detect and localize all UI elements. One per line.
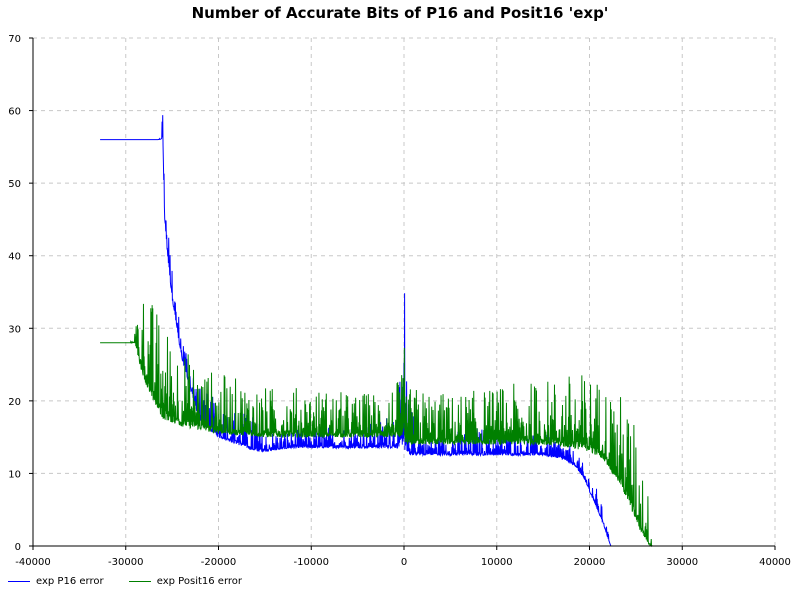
- x-tick-label: 30000: [666, 557, 698, 568]
- x-tick-label: 40000: [759, 557, 791, 568]
- legend-item-posit16: exp Posit16 error: [128, 576, 242, 587]
- x-tick-label: 0: [401, 557, 407, 568]
- axes: [29, 37, 776, 550]
- x-tick-label: -40000: [15, 557, 50, 568]
- y-tick-label: 60: [8, 107, 21, 118]
- series-posit16: [100, 303, 653, 548]
- y-tick-label: 50: [8, 179, 21, 190]
- y-tick-label: 20: [8, 397, 21, 408]
- y-tick-label: 10: [8, 469, 21, 480]
- series-layer: [100, 115, 653, 548]
- series-p16: [100, 115, 612, 547]
- y-tick-label: 30: [8, 324, 21, 335]
- legend: exp P16 error exp Posit16 error: [8, 576, 264, 587]
- y-tick-label: 0: [15, 542, 21, 553]
- legend-label-posit16: exp Posit16 error: [156, 576, 242, 587]
- x-tick-label: -10000: [294, 557, 329, 568]
- legend-swatch-p16: [8, 580, 30, 582]
- x-tick-label: 10000: [481, 557, 513, 568]
- y-tick-label: 40: [8, 252, 21, 263]
- legend-swatch-posit16: [128, 580, 151, 582]
- y-tick-label: 70: [8, 34, 21, 45]
- series-line: [100, 303, 653, 548]
- series-line: [100, 115, 612, 547]
- tick-labels: -40000 -30000 -20000 -10000 0 10000 20000 30000…: [8, 34, 791, 568]
- x-tick-label: -30000: [108, 557, 143, 568]
- x-tick-label: -20000: [201, 557, 236, 568]
- x-tick-label: 20000: [574, 557, 606, 568]
- chart-title: Number of Accurate Bits of P16 and Posit…: [191, 4, 609, 22]
- legend-label-p16: exp P16 error: [36, 576, 104, 587]
- grid: [32, 37, 776, 547]
- legend-item-p16: exp P16 error: [8, 576, 104, 587]
